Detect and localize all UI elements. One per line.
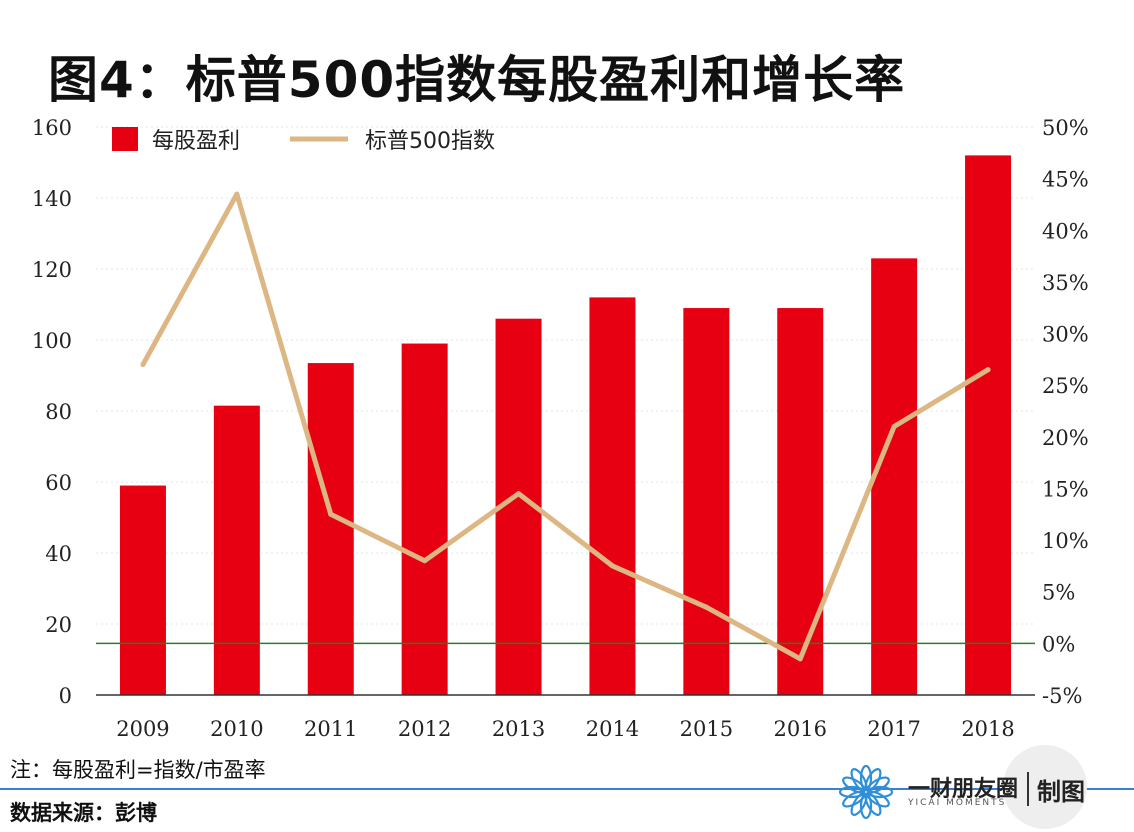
brand-suffix: 制图	[1037, 778, 1085, 806]
x-tick-label: 2013	[492, 717, 545, 741]
line-point	[891, 423, 897, 429]
line-point	[703, 604, 709, 610]
y-right-tick-label: 5%	[1042, 581, 1075, 605]
y-left-tick-label: 120	[32, 258, 72, 282]
y-left-tick-label: 160	[32, 116, 72, 140]
bar	[871, 258, 918, 695]
line-point	[516, 491, 522, 497]
bar	[965, 155, 1012, 695]
x-tick-label: 2017	[867, 717, 920, 741]
x-tick-label: 2016	[774, 717, 827, 741]
line-point	[140, 362, 146, 368]
bar	[119, 485, 166, 695]
chart: 0 20 40 60 80 100 120 140 160 -5% 0% 5% 10% 15% 20% 25%…	[32, 116, 1089, 741]
x-tick-label: 2009	[116, 717, 169, 741]
y-right-tick-label: 40%	[1042, 219, 1089, 243]
bar	[213, 405, 260, 695]
x-tick-label: 2011	[304, 717, 357, 741]
legend-label: 标普500指数	[365, 129, 495, 154]
line-point	[422, 558, 428, 564]
line-point	[234, 191, 240, 197]
bar	[777, 308, 824, 695]
x-tick-label: 2010	[210, 717, 263, 741]
line-point	[797, 656, 803, 662]
y-right-tick-label: 25%	[1042, 374, 1089, 398]
divider	[0, 788, 1134, 790]
line-point	[609, 563, 615, 569]
brand-separator	[1027, 772, 1029, 806]
y-left-tick-label: 40	[45, 542, 72, 566]
bar	[683, 308, 730, 695]
logo-circle	[1003, 745, 1087, 829]
bar	[307, 363, 354, 695]
line-point	[985, 367, 991, 373]
y-right-tick-label: 30%	[1042, 323, 1089, 347]
y-left-tick-label: 80	[45, 400, 72, 424]
y-right-tick-label: 15%	[1042, 477, 1089, 501]
legend: 每股盈利 标普500指数	[112, 127, 495, 154]
bar	[589, 297, 636, 695]
y-right-tick-label: 35%	[1042, 271, 1089, 295]
flower-logo-icon	[838, 764, 894, 820]
y-left-tick-label: 0	[59, 684, 72, 708]
data-source: 数据来源：彭博	[10, 801, 157, 825]
legend-swatch-bar	[112, 127, 138, 151]
y-right-tick-label: -5%	[1042, 684, 1082, 708]
x-tick-label: 2018	[961, 717, 1014, 741]
chart-title: 图4：标普500指数每股盈利和增长率	[48, 51, 906, 109]
y-right-tick-label: 20%	[1042, 426, 1089, 450]
legend-label: 每股盈利	[152, 129, 240, 154]
x-tick-label: 2014	[586, 717, 639, 741]
brand-name: 一财朋友圈	[908, 777, 1019, 802]
y-left-tick-label: 140	[32, 187, 72, 211]
y-right-tick-label: 0%	[1042, 632, 1075, 656]
y-right-tick-label: 10%	[1042, 529, 1089, 553]
line-point	[328, 511, 334, 517]
y-right-tick-label: 50%	[1042, 116, 1089, 140]
footnote: 注：每股盈利=指数/市盈率	[10, 758, 266, 782]
y-right-tick-label: 45%	[1042, 168, 1089, 192]
line-series	[140, 191, 991, 662]
x-tick-label: 2015	[680, 717, 733, 741]
y-left-tick-label: 60	[45, 471, 72, 495]
bar	[401, 343, 448, 695]
x-tick-label: 2012	[398, 717, 451, 741]
axes: 0 20 40 60 80 100 120 140 160 -5% 0% 5% 10% 15% 20% 25%…	[32, 116, 1089, 741]
series-line	[140, 191, 991, 662]
brand-subtitle: YICAI MOMENTS	[908, 798, 1007, 808]
y-left-tick-label: 20	[45, 613, 72, 637]
y-left-tick-label: 100	[32, 329, 72, 353]
bar-series	[119, 155, 1012, 695]
